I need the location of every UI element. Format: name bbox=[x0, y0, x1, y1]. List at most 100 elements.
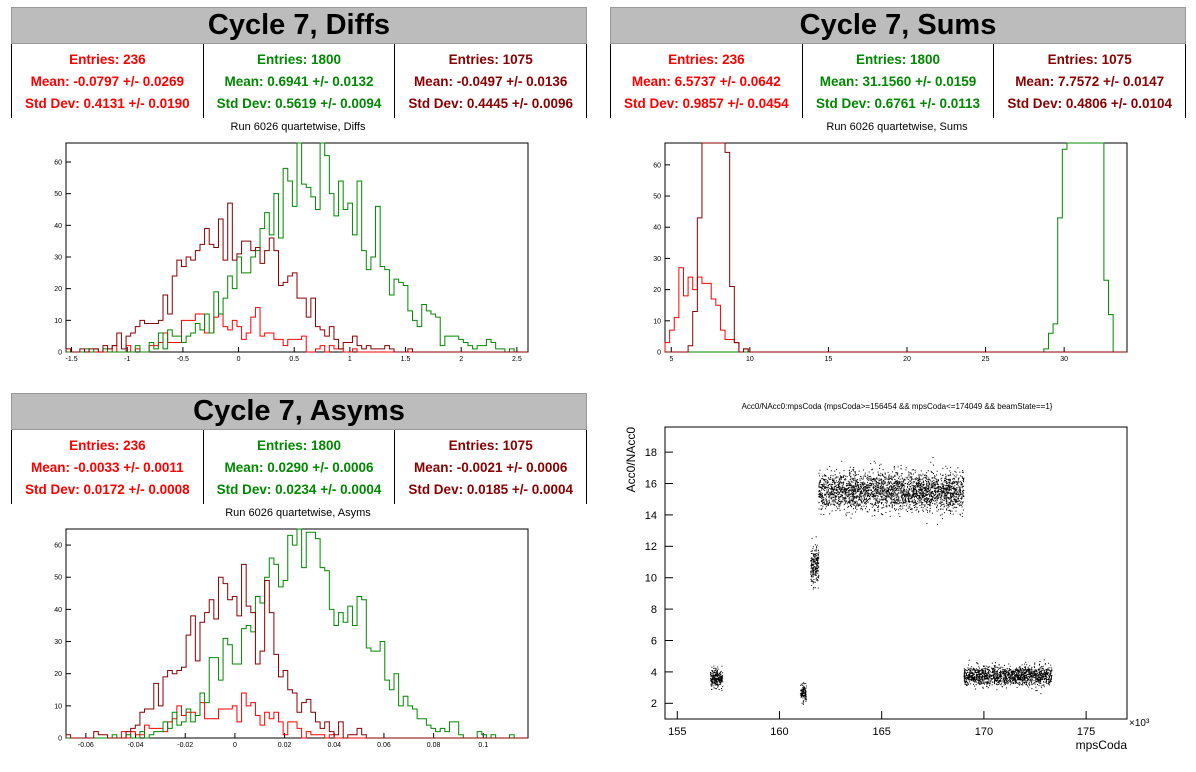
sums-title: Cycle 7, Sums bbox=[610, 7, 1186, 44]
histogram-series bbox=[66, 142, 528, 353]
stat-entries: Entries: 236 bbox=[668, 51, 745, 67]
histogram-series bbox=[664, 267, 1127, 353]
stats-column: Entries: 1800 Mean: 0.6941 +/- 0.0132 St… bbox=[204, 44, 396, 118]
x-tick-label: 160 bbox=[770, 726, 788, 738]
y-tick-label: 40 bbox=[54, 607, 62, 614]
histogram-series bbox=[665, 142, 1127, 353]
y-tick-label: 50 bbox=[54, 191, 62, 198]
stat-entries: Entries: 236 bbox=[69, 51, 146, 67]
y-tick-label: 50 bbox=[653, 193, 661, 200]
y-tick-label: 0 bbox=[58, 735, 62, 742]
x-tick-label: 0.06 bbox=[377, 742, 391, 749]
x-tick-label: 30 bbox=[1060, 356, 1068, 363]
stats-column: Entries: 1075 Mean: 7.7572 +/- 0.0147 St… bbox=[994, 44, 1185, 118]
x-axis-exponent: ×10³ bbox=[1129, 718, 1150, 729]
y-tick-label: 20 bbox=[54, 671, 62, 678]
plot-frame bbox=[664, 142, 1128, 353]
x-tick-label: 0 bbox=[237, 356, 241, 363]
x-tick-label: 25 bbox=[982, 356, 990, 363]
x-tick-label: 5 bbox=[669, 356, 673, 363]
stat-std: Std Dev: 0.0172 +/- 0.0008 bbox=[24, 481, 190, 497]
stat-std: Std Dev: 0.5619 +/- 0.0094 bbox=[216, 95, 382, 111]
y-tick-label: 0 bbox=[657, 349, 661, 356]
x-tick-label: -0.5 bbox=[177, 356, 189, 363]
stat-entries: Entries: 1075 bbox=[448, 51, 533, 67]
x-tick-label: 0.08 bbox=[427, 742, 441, 749]
y-tick-label: 16 bbox=[645, 478, 657, 490]
stat-std: Std Dev: 0.4131 +/- 0.0190 bbox=[24, 95, 190, 111]
stat-entries: Entries: 1800 bbox=[256, 437, 342, 453]
stats-column: Entries: 1800 Mean: 0.0290 +/- 0.0006 St… bbox=[204, 430, 396, 504]
x-tick-label: 155 bbox=[668, 726, 686, 738]
plot-frame bbox=[65, 142, 529, 353]
scatter-points bbox=[710, 457, 1053, 705]
y-tick-label: 8 bbox=[651, 604, 657, 616]
y-tick-label: 30 bbox=[653, 256, 661, 263]
y-axis-label: Acc0/NAcc0 bbox=[624, 427, 638, 493]
stat-mean: Mean: -0.0033 +/- 0.0011 bbox=[30, 459, 184, 475]
stats-column: Entries: 1075 Mean: -0.0497 +/- 0.0136 S… bbox=[395, 44, 586, 118]
sums-subtitle: Run 6026 quartetwise, Sums bbox=[826, 121, 968, 133]
stat-entries: Entries: 236 bbox=[69, 437, 146, 453]
stats-column: Entries: 1800 Mean: 31.1560 +/- 0.0159 S… bbox=[803, 44, 995, 118]
x-tick-label: 1 bbox=[348, 356, 352, 363]
x-tick-label: -0.04 bbox=[128, 742, 144, 749]
scatter-title: Acc0/NAcc0:mpsCoda {mpsCoda>=156454 && m… bbox=[741, 402, 1053, 411]
x-tick-label: 2.5 bbox=[512, 356, 522, 363]
stat-entries: Entries: 1075 bbox=[1047, 51, 1132, 67]
x-tick-label: 0.1 bbox=[478, 742, 488, 749]
histogram-series bbox=[665, 142, 1127, 353]
stats-column: Entries: 1075 Mean: -0.0021 +/- 0.0006 S… bbox=[395, 430, 586, 504]
x-tick-label: 175 bbox=[1077, 726, 1095, 738]
x-tick-label: 165 bbox=[873, 726, 891, 738]
y-tick-label: 0 bbox=[58, 349, 62, 356]
diffs-title: Cycle 7, Diffs bbox=[11, 7, 587, 44]
y-tick-label: 10 bbox=[54, 703, 62, 710]
stats-column: Entries: 236 Mean: -0.0797 +/- 0.0269 St… bbox=[12, 44, 204, 118]
y-tick-label: 30 bbox=[54, 254, 62, 261]
stats-column: Entries: 236 Mean: 6.5737 +/- 0.0642 Std… bbox=[611, 44, 803, 118]
stat-std: Std Dev: 0.9857 +/- 0.0454 bbox=[623, 95, 789, 111]
y-tick-label: 40 bbox=[653, 225, 661, 232]
stat-std: Std Dev: 0.6761 +/- 0.0113 bbox=[816, 95, 980, 111]
stat-mean: Mean: -0.0497 +/- 0.0136 bbox=[413, 73, 568, 89]
histogram-series bbox=[66, 692, 528, 739]
x-tick-label: 1.5 bbox=[401, 356, 411, 363]
y-tick-label: 30 bbox=[54, 639, 62, 646]
y-tick-label: 60 bbox=[54, 159, 62, 166]
y-tick-label: 60 bbox=[653, 162, 661, 169]
x-tick-label: 10 bbox=[746, 356, 754, 363]
x-tick-label: 15 bbox=[825, 356, 833, 363]
stat-mean: Mean: 0.0290 +/- 0.0006 bbox=[224, 459, 374, 475]
stat-entries: Entries: 1800 bbox=[256, 51, 342, 67]
x-tick-label: -1 bbox=[124, 356, 130, 363]
diffs-subtitle: Run 6026 quartetwise, Diffs bbox=[230, 121, 366, 133]
plot-frame bbox=[664, 426, 1128, 720]
x-tick-label: -1.5 bbox=[66, 356, 78, 363]
stat-mean: Mean: 6.5737 +/- 0.0642 bbox=[631, 73, 781, 89]
stat-mean: Mean: 7.7572 +/- 0.0147 bbox=[1015, 73, 1165, 89]
asyms-subtitle: Run 6026 quartetwise, Asyms bbox=[225, 507, 371, 519]
stat-entries: Entries: 1800 bbox=[855, 51, 941, 67]
diffs-stats-box: Entries: 236 Mean: -0.0797 +/- 0.0269 St… bbox=[11, 44, 587, 118]
y-tick-label: 20 bbox=[54, 286, 62, 293]
x-tick-label: 0.5 bbox=[289, 356, 299, 363]
histogram-series bbox=[65, 563, 528, 739]
y-tick-label: 10 bbox=[653, 318, 661, 325]
x-tick-label: 0.04 bbox=[327, 742, 341, 749]
stat-mean: Mean: 31.1560 +/- 0.0159 bbox=[819, 73, 977, 89]
stat-entries: Entries: 1075 bbox=[448, 437, 533, 453]
x-tick-label: 20 bbox=[903, 356, 911, 363]
x-tick-label: 2 bbox=[459, 356, 463, 363]
x-tick-label: 0 bbox=[233, 742, 237, 749]
y-tick-label: 40 bbox=[54, 223, 62, 230]
stat-mean: Mean: -0.0797 +/- 0.0269 bbox=[30, 73, 185, 89]
histogram-series bbox=[65, 202, 528, 353]
y-tick-label: 12 bbox=[645, 541, 657, 553]
histogram-series bbox=[66, 307, 528, 353]
stat-mean: Mean: 0.6941 +/- 0.0132 bbox=[224, 73, 374, 89]
y-tick-label: 20 bbox=[653, 287, 661, 294]
y-tick-label: 60 bbox=[54, 543, 62, 550]
x-tick-label: -0.02 bbox=[177, 742, 193, 749]
asyms-title: Cycle 7, Asyms bbox=[11, 393, 587, 430]
